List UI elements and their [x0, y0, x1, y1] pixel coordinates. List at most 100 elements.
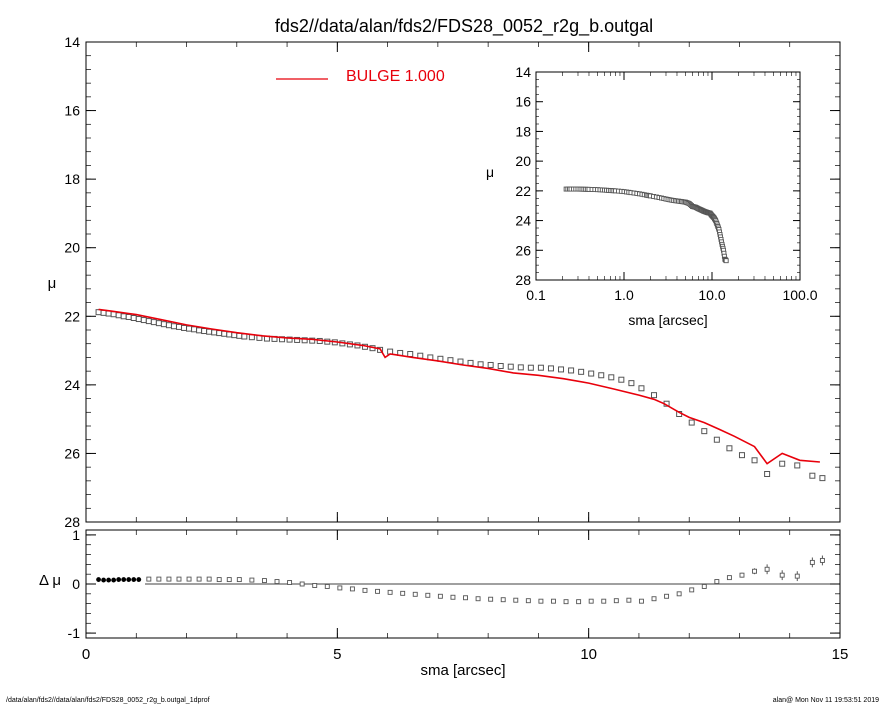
- profile-y-tick-label: 16: [64, 103, 80, 119]
- inset-y-tick-label: 22: [515, 183, 531, 199]
- profile-data-point: [688, 419, 695, 426]
- profile-data-point: [809, 472, 816, 479]
- residual-data-point: [764, 566, 770, 572]
- x-tick-label: 5: [333, 646, 341, 663]
- profile-data-point: [160, 321, 167, 328]
- residual-y-axis-label: Δ μ: [39, 572, 61, 589]
- profile-data-point: [738, 452, 745, 459]
- profile-data-point: [294, 336, 301, 343]
- x-tick-label: 15: [832, 646, 849, 663]
- residual-data-point: [588, 598, 594, 604]
- residual-data-point: [249, 577, 255, 583]
- profile-data-point: [558, 366, 565, 373]
- residual-data-point: [701, 584, 707, 589]
- profile-data-point: [578, 368, 585, 375]
- profile-data-point: [779, 460, 786, 467]
- profile-data-point: [751, 457, 758, 464]
- profile-data-point: [701, 428, 708, 435]
- residual-data-points: [96, 555, 825, 605]
- residual-data-point: [475, 596, 481, 602]
- residual-data-point: [638, 598, 644, 604]
- residual-data-point: [576, 599, 582, 605]
- profile-data-point: [764, 471, 771, 477]
- residual-data-point: [538, 598, 544, 604]
- residual-data-point: [312, 583, 318, 588]
- profile-data-point: [547, 365, 554, 372]
- legend-label: BULGE 1.000: [346, 68, 445, 85]
- profile-data-point: [819, 475, 826, 482]
- inset-y-tick-label: 24: [515, 213, 531, 229]
- profile-data-point: [155, 320, 162, 327]
- residual-data-point: [216, 577, 222, 583]
- profile-data-point: [628, 380, 635, 387]
- profile-data-point: [497, 363, 504, 369]
- residual-data-point: [166, 576, 172, 582]
- residual-data-point: [299, 581, 305, 587]
- inset-data-point: [723, 258, 729, 264]
- profile-y-tick-label: 20: [64, 240, 80, 256]
- profile-data-point: [140, 317, 147, 324]
- residual-data-point: [324, 584, 330, 589]
- profile-data-point: [241, 333, 248, 340]
- residual-data-point: [425, 592, 431, 598]
- profile-data-point: [726, 445, 733, 452]
- residual-data-point: [121, 577, 127, 582]
- profile-data-point: [236, 332, 243, 339]
- residual-data-point: [613, 598, 619, 604]
- profile-data-point: [125, 313, 132, 320]
- bulge-model-line: [98, 308, 820, 465]
- profile-frame: [85, 41, 841, 523]
- residual-data-point: [196, 576, 202, 582]
- residual-data-point: [488, 596, 494, 602]
- residual-data-point: [236, 577, 242, 583]
- residual-data-point: [525, 598, 531, 604]
- inset-ticks: 14 16 18 20 22 24 26 280.1 1.0 10.0 100.0: [515, 64, 817, 303]
- residual-data-point: [274, 579, 280, 584]
- footer-left: /data/alan/fds2//data/alan/fds2/FDS28_00…: [6, 697, 210, 704]
- residual-data-point: [101, 577, 106, 583]
- profile-data-point: [618, 376, 625, 383]
- profile-data-point: [309, 337, 316, 344]
- profile-data-point: [150, 319, 157, 326]
- profile-data-point: [527, 364, 534, 371]
- residual-data-point: [551, 598, 556, 604]
- residual-data-point: [500, 597, 506, 603]
- chart-title: fds2//data/alan/fds2/FDS28_0052_r2g_b.ou…: [275, 16, 653, 37]
- inset-data-points: [563, 186, 729, 264]
- profile-data-point: [286, 336, 293, 343]
- inset-y-tick-label: 18: [515, 123, 531, 139]
- profile-y-tick-label: 28: [64, 514, 80, 530]
- profile-data-point: [145, 318, 152, 325]
- residual-y-tick-label: 1: [72, 527, 80, 543]
- profile-data-point: [175, 323, 182, 330]
- profile-ticks: 14 16 18 20 22 24 26 28: [64, 34, 841, 530]
- residual-data-point: [437, 593, 443, 599]
- inset-y-axis-label: μ: [486, 164, 494, 180]
- profile-data-point: [608, 374, 615, 381]
- footer-right: alan@ Mon Nov 11 19:53:51 2019: [772, 697, 879, 704]
- profile-data-point: [216, 330, 223, 337]
- residual-data-point: [400, 590, 406, 596]
- inset-y-tick-label: 26: [515, 242, 531, 258]
- profile-data-point: [568, 367, 575, 374]
- profile-data-point: [301, 337, 308, 344]
- residual-data-point: [752, 568, 757, 574]
- residual-data-point: [563, 599, 569, 605]
- profile-data-point: [588, 370, 595, 377]
- residual-data-point: [349, 586, 355, 592]
- profile-panel: 14 16 18 20 22 24 26 28 μ BULGE 1.000: [48, 34, 841, 530]
- inset-y-tick-label: 20: [515, 153, 531, 169]
- residual-data-point: [726, 575, 732, 581]
- residual-data-point: [601, 598, 607, 604]
- residual-data-point: [375, 588, 380, 594]
- inset-y-tick-label: 14: [515, 64, 531, 80]
- residual-data-point: [463, 595, 468, 601]
- profile-data-point: [598, 372, 605, 379]
- profile-data-points: [95, 309, 826, 482]
- residual-data-point: [794, 573, 800, 579]
- residual-data-point: [126, 577, 132, 582]
- profile-data-point: [477, 361, 484, 368]
- residual-data-point: [362, 587, 368, 593]
